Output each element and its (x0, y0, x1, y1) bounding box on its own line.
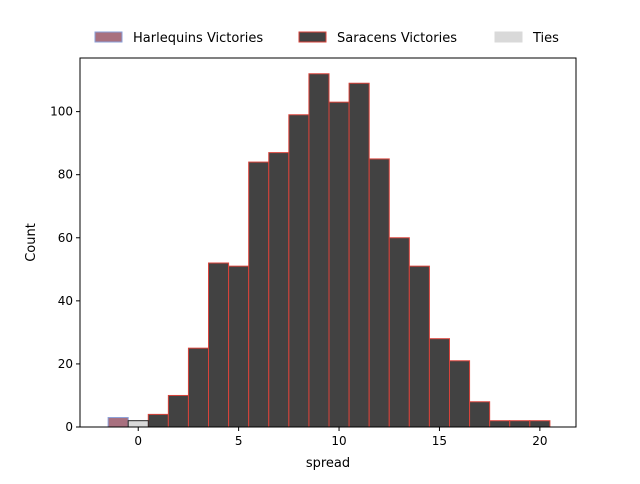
legend-label-0: Harlequins Victories (133, 31, 263, 46)
legend-swatch-0 (94, 31, 123, 43)
x-tick-label-2: 10 (331, 434, 346, 448)
bar-1-9 (328, 101, 350, 428)
x-tick-label-0: 0 (134, 434, 142, 448)
bar-1-12 (388, 237, 410, 428)
bar-2-0 (127, 420, 149, 428)
x-axis-label: spread (306, 456, 350, 471)
bar-1-19 (529, 420, 551, 428)
y-tick-label-0: 0 (65, 420, 73, 434)
legend: Harlequins Victories Saracens Victories Ti… (94, 31, 559, 46)
y-tick-label-3: 60 (58, 231, 73, 245)
plot-frame (79, 57, 577, 428)
bar-1-1 (167, 394, 189, 428)
bar-1-3 (208, 262, 230, 428)
bar-1-16 (469, 401, 491, 428)
legend-swatch-2 (494, 31, 523, 43)
bar-1-15 (448, 360, 471, 428)
y-axis-label: Count (24, 223, 39, 262)
y-tick-label-2: 40 (58, 294, 73, 308)
x-tick-label-3: 15 (432, 434, 447, 448)
bar-1-8 (308, 73, 330, 428)
bar-1-11 (368, 158, 390, 428)
bar-1-7 (288, 114, 310, 428)
y-tick-label-4: 80 (58, 168, 73, 182)
legend-label-2: Ties (532, 31, 559, 46)
bar-1-5 (248, 161, 270, 428)
y-tick-label-1: 20 (58, 357, 73, 371)
bar-1-0 (147, 413, 169, 428)
x-tick-label-1: 5 (235, 434, 243, 448)
legend-label-1: Saracens Victories (337, 31, 457, 46)
y-axis: 0 20 40 60 80 100 (50, 105, 80, 434)
bar-1-13 (408, 265, 430, 428)
x-tick-label-4: 20 (532, 434, 547, 448)
bar-1-17 (489, 420, 511, 428)
bar-1-4 (228, 265, 250, 428)
legend-swatch-1 (298, 31, 327, 43)
bar-0-0 (107, 417, 129, 428)
bar-1-18 (509, 420, 531, 428)
bar-1-10 (348, 82, 370, 428)
x-axis: 0 5 10 15 20 (134, 427, 547, 448)
bar-1-6 (268, 152, 290, 428)
bar-1-2 (187, 347, 210, 428)
y-tick-label-5: 100 (50, 105, 73, 119)
bars-group (107, 73, 551, 428)
bar-1-14 (428, 338, 450, 428)
